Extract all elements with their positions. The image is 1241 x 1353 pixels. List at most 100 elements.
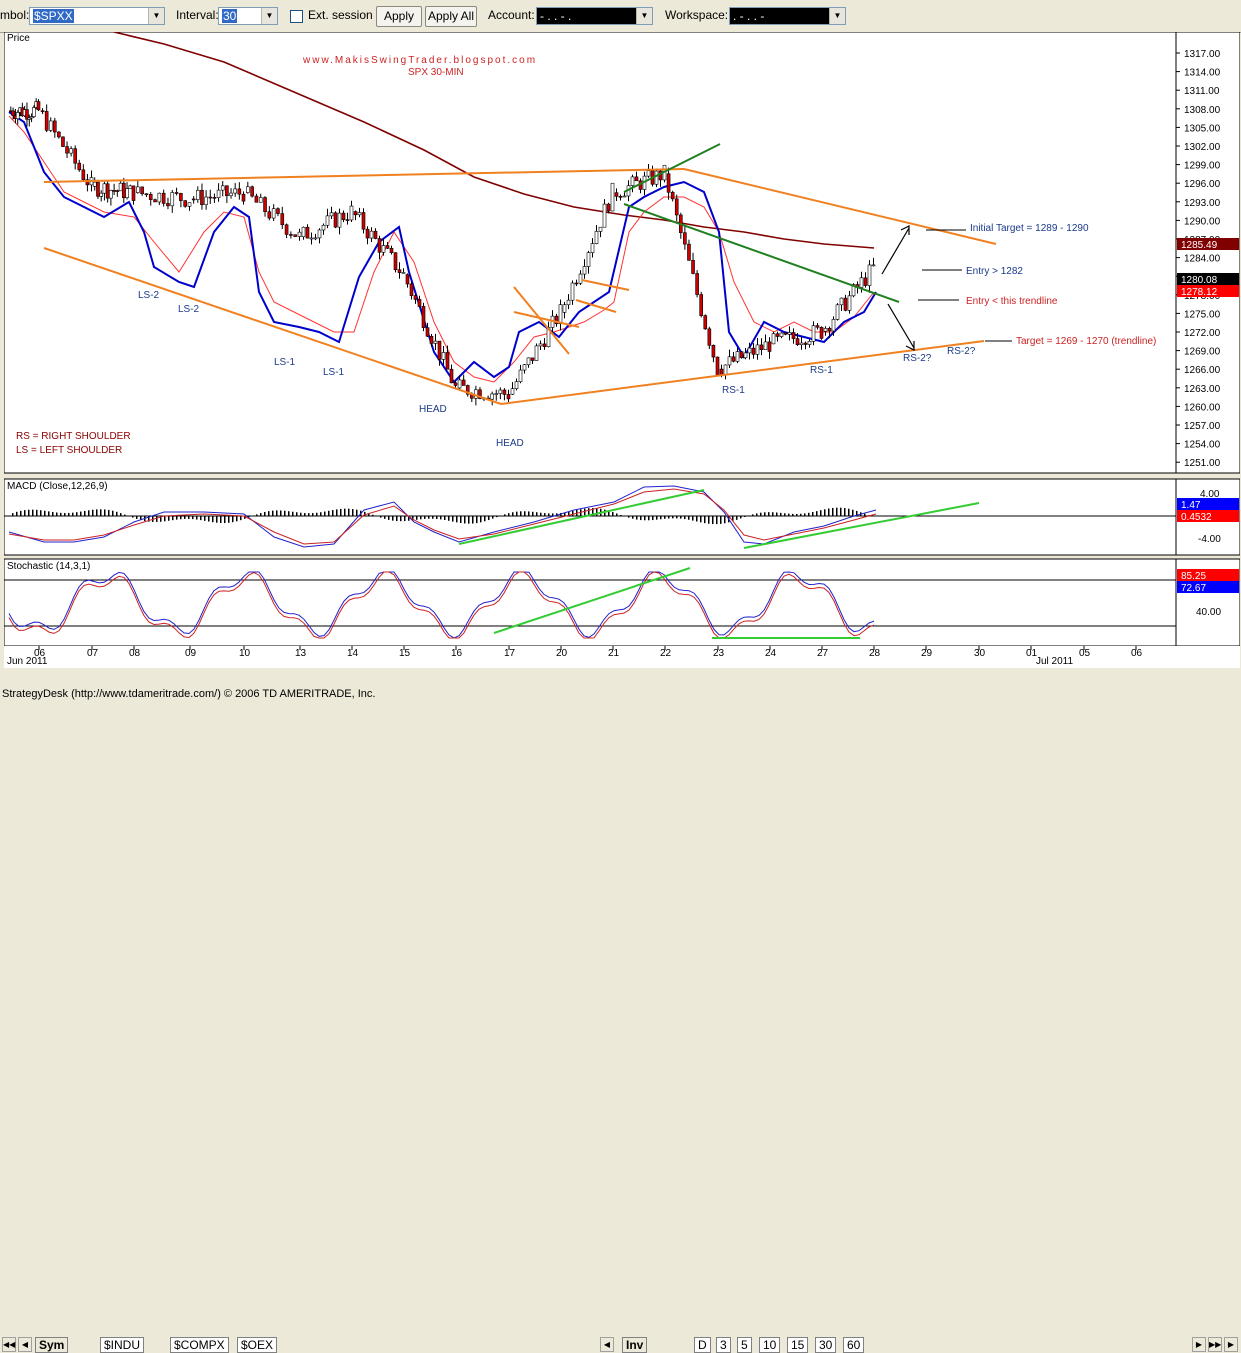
candle-body <box>836 305 839 320</box>
candle-body <box>438 341 441 359</box>
macd-hist-bar <box>344 509 346 516</box>
macd-hist-bar <box>668 516 670 518</box>
macd-hist-bar <box>552 513 554 516</box>
prev-range-arrow-icon[interactable]: ◀ <box>600 1337 614 1352</box>
x-tick-label: 29 <box>921 648 933 659</box>
candle-body <box>732 357 735 361</box>
price-tick-label: 1290.00 <box>1184 216 1221 227</box>
candle-body <box>132 186 135 201</box>
next-arrow-icon[interactable]: ▶ <box>1192 1337 1206 1352</box>
tab-sym[interactable]: Sym <box>35 1337 68 1353</box>
label-head-b: HEAD <box>496 438 524 449</box>
candle-body <box>820 327 823 338</box>
candle-body <box>796 339 799 345</box>
candle-body <box>272 209 275 218</box>
tab-d[interactable]: D <box>694 1337 711 1353</box>
tab-indu[interactable]: $INDU <box>100 1337 144 1353</box>
macd-hist-bar <box>832 508 834 516</box>
label-rs2-b: RS-2? <box>947 346 976 357</box>
candle-body <box>314 238 317 239</box>
candle-body <box>106 184 109 198</box>
candle-body <box>591 244 594 253</box>
price-tick-label: 1251.00 <box>1184 458 1221 469</box>
chevron-down-icon[interactable]: ▼ <box>636 8 652 24</box>
macd-hist-bar <box>436 516 438 519</box>
interval-combo[interactable]: 30 ▼ <box>218 7 278 25</box>
candle-body <box>154 200 157 202</box>
macd-hist-bar <box>752 514 754 516</box>
candle-body <box>45 111 48 130</box>
tab-inv[interactable]: Inv <box>622 1337 647 1353</box>
account-combo[interactable]: - . . - . ▼ <box>536 7 653 25</box>
chevron-down-icon[interactable]: ▼ <box>148 8 164 24</box>
workspace-combo[interactable]: . - . . - ▼ <box>729 7 846 25</box>
macd-hist-bar <box>16 512 18 516</box>
macd-hist-bar <box>664 516 666 519</box>
tab-60[interactable]: 60 <box>843 1337 864 1353</box>
macd-hist-bar <box>124 515 126 516</box>
symbol-combo[interactable]: $SPXX ▼ <box>29 7 165 25</box>
macd-hist-bar <box>820 510 822 516</box>
ext-session-checkbox[interactable] <box>290 10 303 23</box>
tab-3[interactable]: 3 <box>716 1337 731 1353</box>
candle-body <box>535 346 538 361</box>
candle-body <box>285 225 288 235</box>
price-badge-label: 1280.08 <box>1181 275 1218 286</box>
tab-15[interactable]: 15 <box>787 1337 808 1353</box>
macd-hist-bar <box>444 516 446 520</box>
tab-5[interactable]: 5 <box>737 1337 752 1353</box>
candle-body <box>394 253 397 270</box>
candle-body <box>768 342 771 352</box>
legend-ls: LS = LEFT SHOULDER <box>16 445 122 456</box>
price-tick-label: 1314.00 <box>1184 68 1221 79</box>
last-arrow-icon[interactable]: ▶▶ <box>1208 1337 1222 1352</box>
macd-hist-bar <box>284 511 286 516</box>
candle-body <box>109 190 112 198</box>
chart-canvas[interactable]: Price www.MakisSwingTrader.blogspot.com … <box>4 32 1240 668</box>
label-rs1-b: RS-1 <box>810 365 833 376</box>
candle-body <box>318 230 321 238</box>
chevron-down-icon[interactable]: ▼ <box>829 8 845 24</box>
label-rs1-a: RS-1 <box>722 385 745 396</box>
candle-body <box>184 201 187 207</box>
x-tick-label: 14 <box>347 648 359 659</box>
candle-body <box>647 171 650 176</box>
blog-label: www.MakisSwingTrader.blogspot.com <box>302 55 537 66</box>
x-tick-label: 05 <box>1079 648 1091 659</box>
apply-button[interactable]: Apply <box>376 6 422 27</box>
tab-oex[interactable]: $OEX <box>237 1337 277 1353</box>
macd-hist-bar <box>212 516 214 522</box>
chevron-down-icon[interactable]: ▼ <box>261 8 277 24</box>
tab-30[interactable]: 30 <box>815 1337 836 1353</box>
price-tick-label: 1272.00 <box>1184 328 1221 339</box>
apply-all-button[interactable]: Apply All <box>425 6 477 27</box>
macd-hist-bar <box>380 516 382 518</box>
prev-arrow-icon[interactable]: ◀ <box>18 1337 32 1352</box>
first-arrow-icon[interactable]: ◀◀ <box>2 1337 16 1352</box>
macd-hist-bar <box>396 516 398 521</box>
macd-hist-bar <box>292 512 294 516</box>
price-tick-label: 1257.00 <box>1184 421 1221 432</box>
stoch-badge-label: 72.67 <box>1181 583 1206 594</box>
macd-hist-bar <box>304 513 306 516</box>
macd-hist-bar <box>432 516 434 519</box>
price-tick-label: 1266.00 <box>1184 365 1221 376</box>
macd-hist-bar <box>792 514 794 516</box>
macd-hist-bar <box>620 515 622 516</box>
candle-body <box>145 194 148 195</box>
candle-body <box>93 182 96 186</box>
price-tick-label: 1299.00 <box>1184 161 1221 172</box>
candle-body <box>196 190 199 199</box>
tab-10[interactable]: 10 <box>759 1337 780 1353</box>
candle-body <box>246 187 249 193</box>
candle-body <box>129 186 132 189</box>
next-page-arrow-icon[interactable]: ▶ <box>1224 1337 1238 1352</box>
candle-body <box>696 273 699 294</box>
candle-body <box>200 190 203 204</box>
macd-hist-bar <box>268 511 270 516</box>
interval-label: Interval: <box>176 8 219 22</box>
candle-body <box>559 305 562 324</box>
tab-compx[interactable]: $COMPX <box>170 1337 229 1353</box>
candle-body <box>402 272 405 273</box>
candle-body <box>346 220 349 221</box>
